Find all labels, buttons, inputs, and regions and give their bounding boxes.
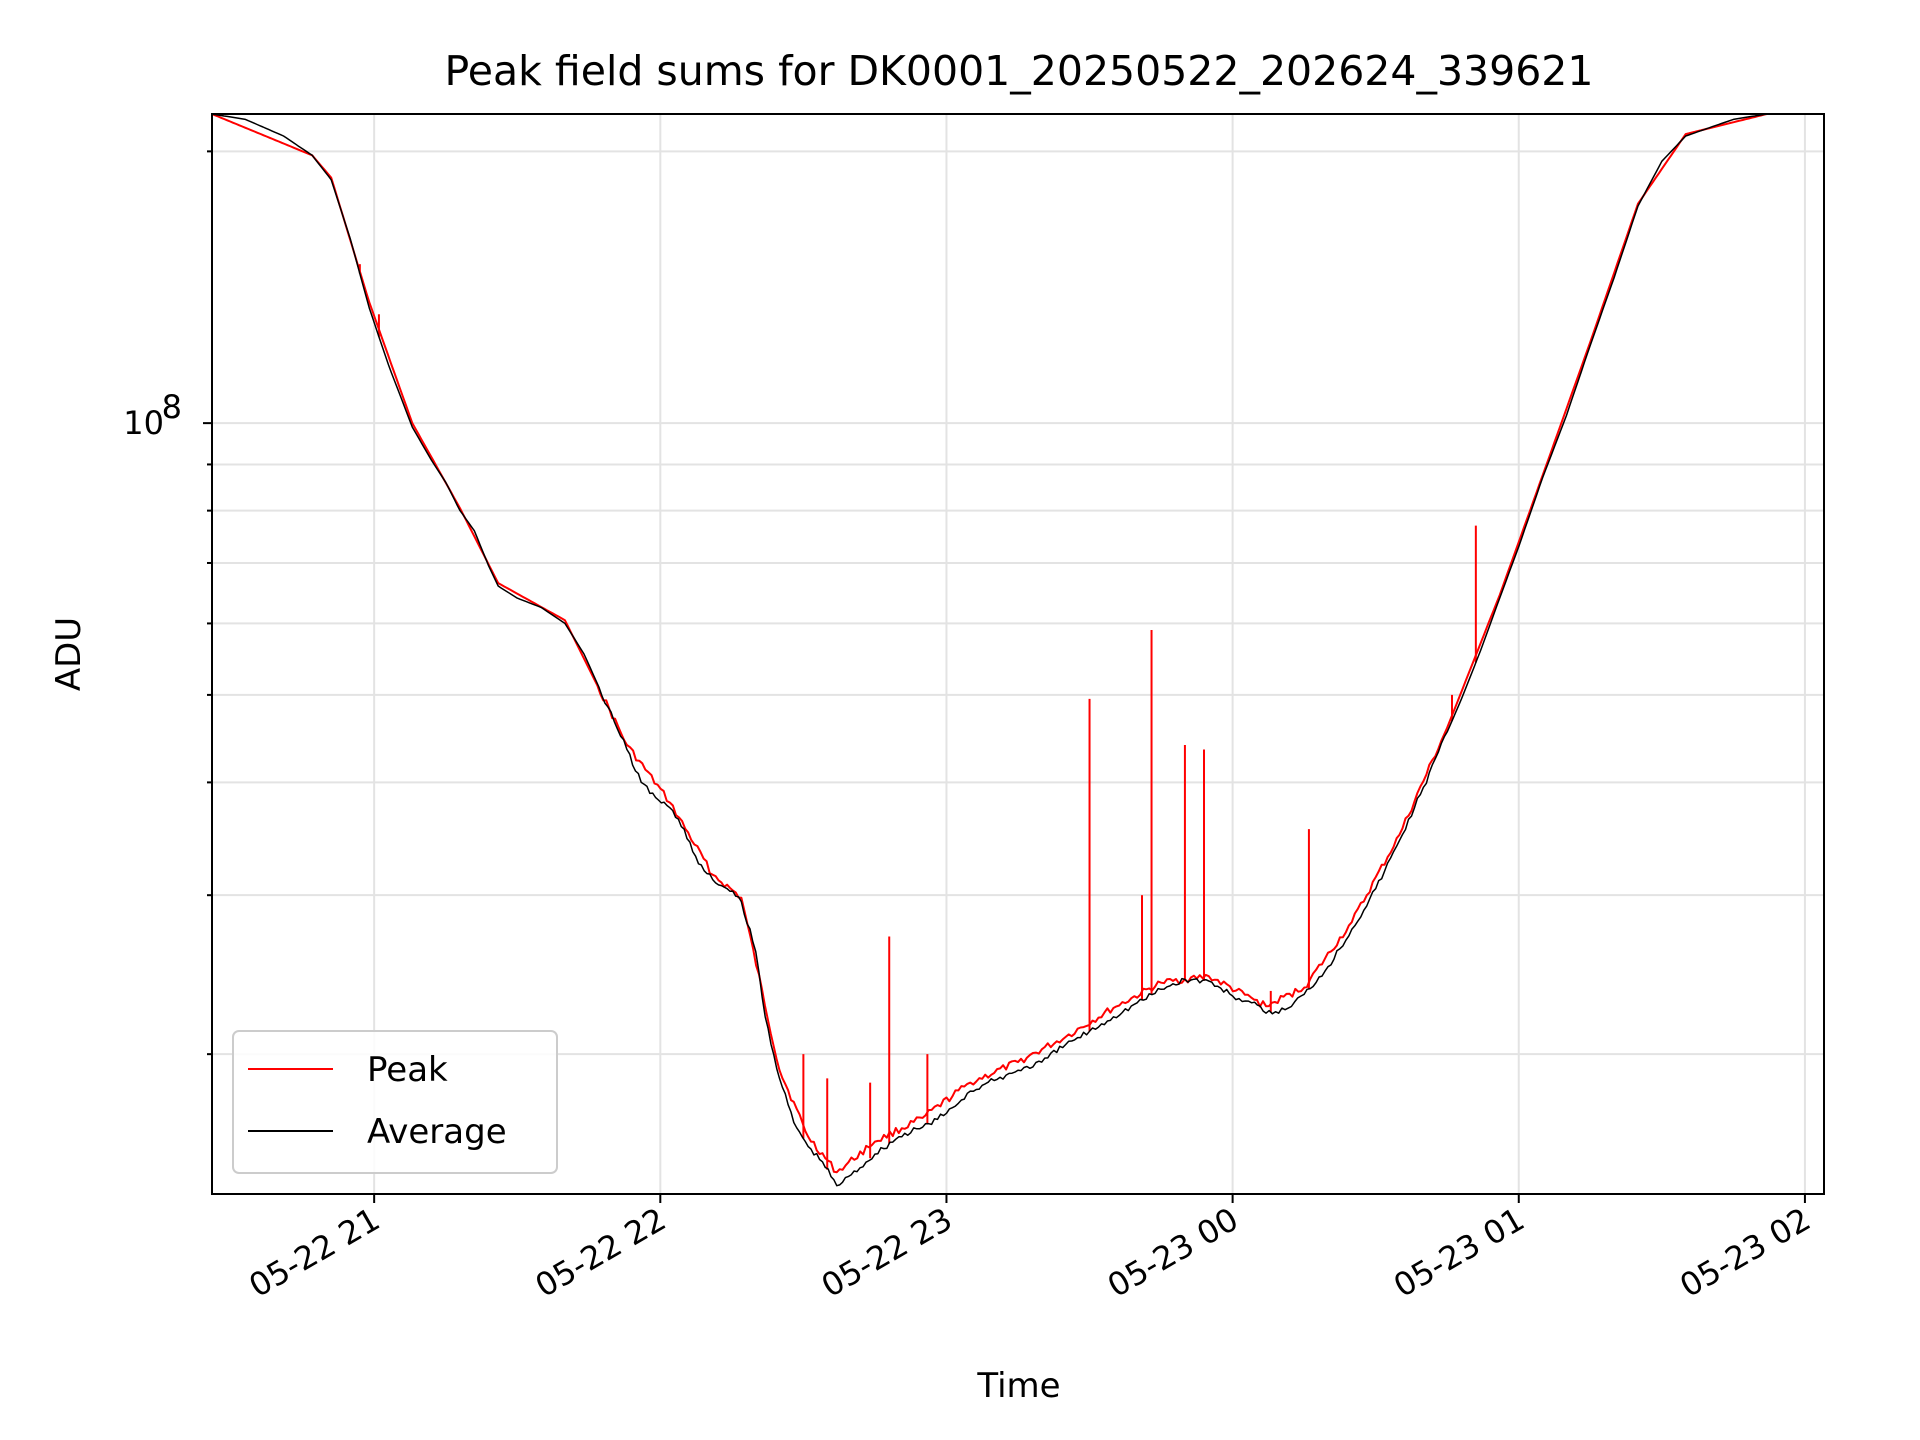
legend-label-average: Average [367, 1112, 507, 1152]
y-axis-label: ADU [49, 617, 89, 691]
chart-title: Peak field sums for DK0001_20250522_2026… [445, 47, 1594, 95]
legend: Peak Average [232, 1030, 558, 1174]
x-axis-label: Time [976, 1366, 1060, 1406]
y-tick-exponent: 8 [162, 388, 182, 426]
plot-frame [211, 113, 1825, 1195]
legend-box [232, 1030, 558, 1174]
grid [212, 114, 1824, 1194]
legend-label-peak: Peak [367, 1050, 448, 1090]
y-tick-label: 10 [123, 404, 164, 442]
plot-area [212, 114, 1824, 1187]
series-line-average [212, 114, 1824, 1187]
